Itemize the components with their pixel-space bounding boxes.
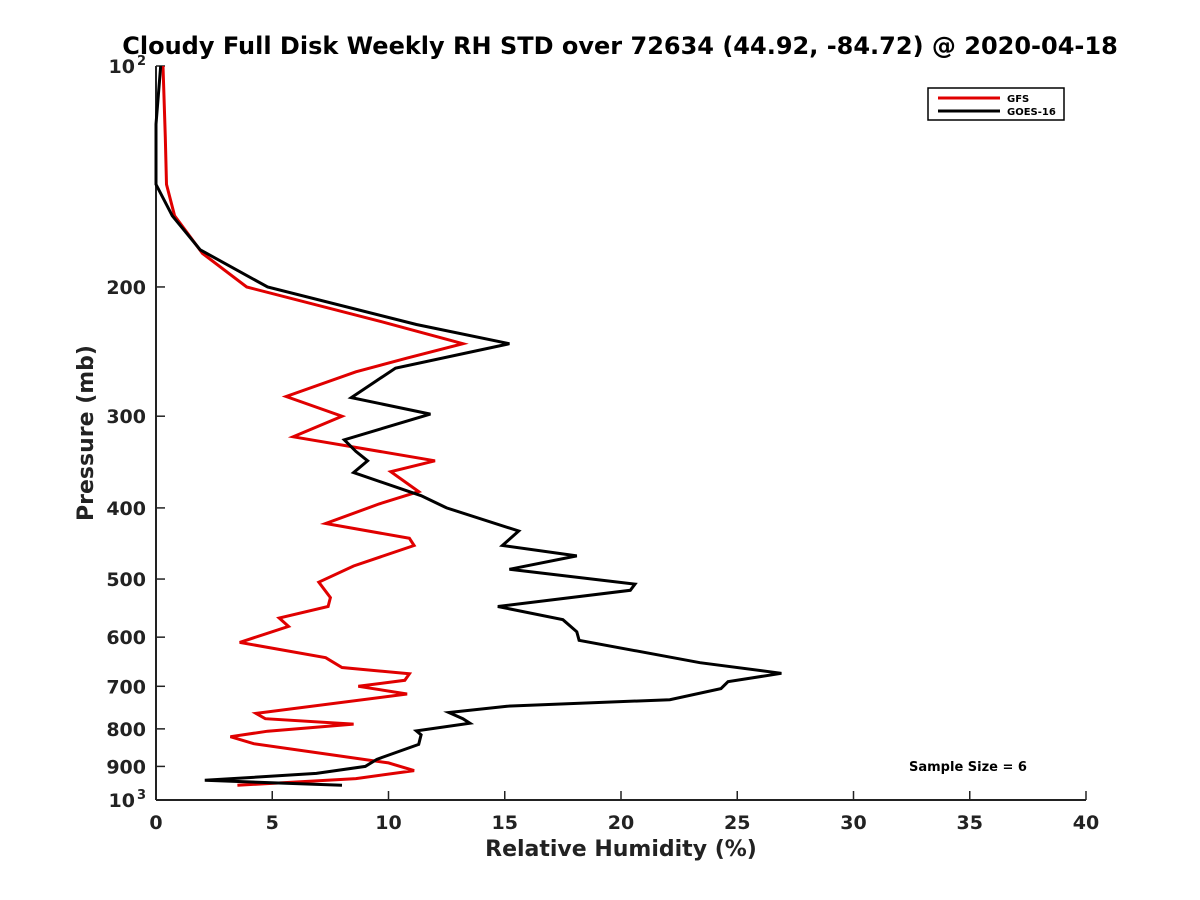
y-tick-label: 10 (109, 56, 135, 78)
series-line-gfs (161, 65, 469, 787)
y-tick-label: 400 (106, 498, 146, 520)
y-tick-label: 700 (106, 676, 146, 698)
legend-items: GFS GOES-16 (938, 94, 1056, 118)
y-tick-label: 10 (109, 790, 135, 812)
x-tick-label: 25 (724, 812, 750, 834)
plot-area: 0 5 10 15 20 25 30 35 40 10 220030040050060070080… (106, 54, 1099, 834)
legend: GFS GOES-16 (927, 87, 1065, 121)
x-tick-label: 15 (492, 812, 518, 834)
series-lines (154, 65, 782, 787)
y-tick-label: 900 (106, 756, 146, 778)
chart-title: Cloudy Full Disk Weekly RH STD over 7263… (122, 32, 1118, 60)
x-tick-label: 20 (608, 812, 634, 834)
x-tick-label: 0 (149, 812, 162, 834)
legend-label-gfs: GFS (1007, 94, 1029, 105)
x-tick-label: 30 (840, 812, 866, 834)
x-ticks: 0 5 10 15 20 25 30 35 40 (149, 791, 1099, 834)
y-tick-label: 800 (106, 719, 146, 741)
x-tick-label: 5 (266, 812, 279, 834)
y-tick-label-exponent: 2 (137, 54, 146, 69)
x-tick-label: 10 (375, 812, 401, 834)
y-tick-label: 600 (106, 627, 146, 649)
y-tick-label: 200 (106, 277, 146, 299)
x-axis-label: Relative Humidity (%) (485, 837, 757, 862)
y-axis-label: Pressure (mb) (74, 345, 99, 521)
y-tick-label: 300 (106, 406, 146, 428)
legend-label-goes-16: GOES-16 (1007, 107, 1056, 118)
y-tick-label: 500 (106, 569, 146, 591)
x-tick-label: 40 (1073, 812, 1099, 834)
sample-size-annotation: Sample Size = 6 (909, 760, 1027, 775)
series-line-goes-16 (154, 65, 782, 787)
y-tick-label-exponent: 3 (137, 788, 146, 803)
x-tick-label: 35 (957, 812, 983, 834)
legend-box (927, 87, 1065, 121)
